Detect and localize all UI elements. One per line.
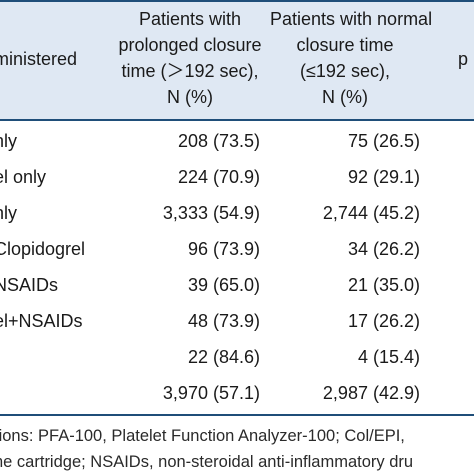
row-label: Clopidogrel	[0, 239, 86, 259]
row-normal: 4 (15.4)	[357, 347, 420, 367]
row-prolonged: 48 (73.9)	[187, 311, 260, 331]
table-row: el+NSAIDs 48 (73.9) 17 (26.2)	[0, 304, 474, 338]
footnote-line: ne cartridge; NSAIDs, non-steroidal anti…	[0, 453, 414, 471]
table-row: Clopidogrel 96 (73.9) 34 (26.2)	[0, 232, 474, 266]
row-normal: 75 (26.5)	[347, 131, 420, 151]
table-row-total: 3,970 (57.1) 2,987 (42.9)	[0, 376, 474, 410]
row-normal: 92 (29.1)	[347, 167, 420, 187]
table-row: NSAIDs 39 (65.0) 21 (35.0)	[0, 268, 474, 302]
table-bottom-rule	[0, 414, 474, 416]
header-drug-administered: ministered	[0, 49, 78, 69]
row-label: el+NSAIDs	[0, 311, 83, 331]
row-label: NSAIDs	[0, 275, 59, 295]
table-row: nly 208 (73.5) 75 (26.5)	[0, 124, 474, 158]
row-prolonged: 3,970 (57.1)	[162, 383, 260, 403]
row-normal: 34 (26.2)	[347, 239, 420, 259]
row-normal: 2,744 (45.2)	[322, 203, 420, 223]
table-top-rule	[0, 0, 474, 2]
row-prolonged: 208 (73.5)	[177, 131, 260, 151]
row-label: nly	[0, 131, 18, 151]
row-prolonged: 3,333 (54.9)	[162, 203, 260, 223]
header-p-value: p	[458, 49, 469, 69]
footnote-line: tions: PFA-100, Platelet Function Analyz…	[0, 427, 405, 445]
header-normal-closure: Patients with normal closure time (≤192 …	[270, 9, 433, 107]
table-row: 22 (84.6) 4 (15.4)	[0, 340, 474, 374]
row-label: nly	[0, 203, 18, 223]
row-normal: 2,987 (42.9)	[322, 383, 420, 403]
row-label: el only	[0, 167, 47, 187]
row-prolonged: 39 (65.0)	[187, 275, 260, 295]
row-prolonged: 96 (73.9)	[187, 239, 260, 259]
header-prolonged-closure: Patients with prolonged closure time (＞1…	[118, 9, 262, 107]
table-header: ministered Patients with prolonged closu…	[0, 2, 474, 119]
row-prolonged: 224 (70.9)	[177, 167, 260, 187]
header-bottom-rule	[0, 119, 474, 121]
table-row: nly 3,333 (54.9) 2,744 (45.2)	[0, 196, 474, 230]
table-row: el only 224 (70.9) 92 (29.1)	[0, 160, 474, 194]
row-normal: 17 (26.2)	[347, 311, 420, 331]
row-normal: 21 (35.0)	[347, 275, 420, 295]
row-prolonged: 22 (84.6)	[187, 347, 260, 367]
